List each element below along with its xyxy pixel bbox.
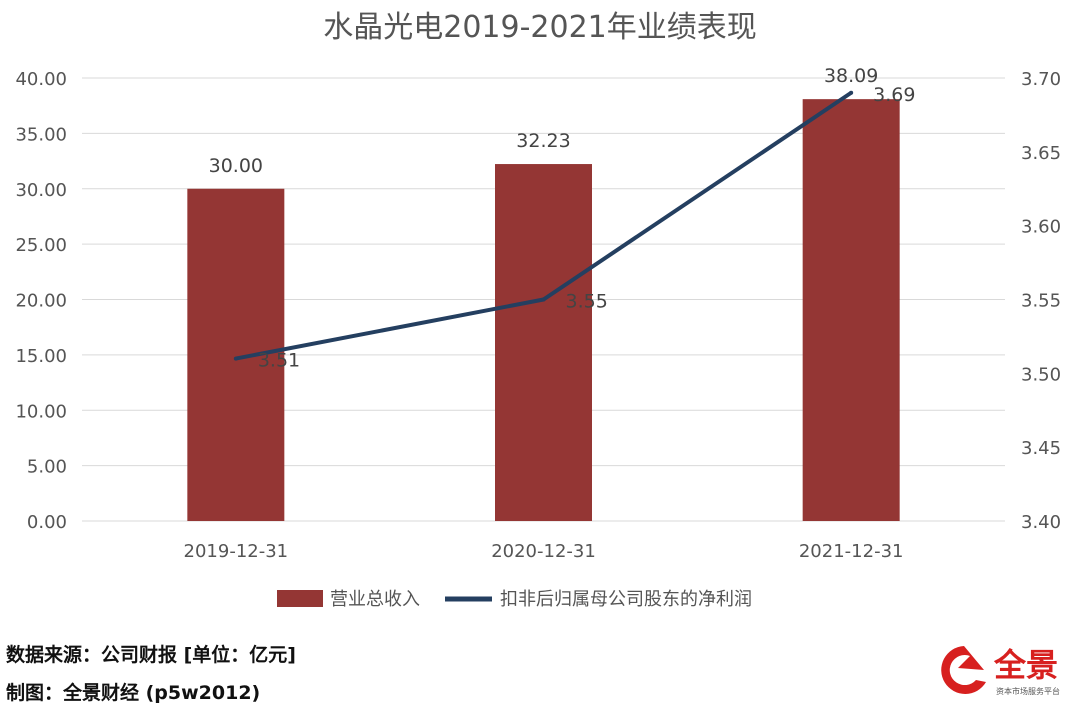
- bar: [187, 188, 285, 521]
- bar-labels: 30.00 32.23 38.09: [209, 65, 879, 177]
- bar: [802, 99, 900, 521]
- chart: 水晶光电2019-2021年业绩表现 0.00 5.00 10.00 15.00 20.…: [15, 10, 1061, 610]
- right-tick-label: 3.70: [1021, 69, 1061, 90]
- line-labels: 3.51 3.55 3.69: [258, 84, 916, 372]
- x-tick-label: 2021-12-31: [799, 541, 904, 562]
- bar-series: [187, 99, 900, 522]
- left-tick-label: 35.00: [15, 124, 67, 145]
- line-series: [233, 90, 854, 361]
- logo-text: 全景: [993, 646, 1058, 684]
- line-point: [233, 356, 238, 361]
- legend: 营业总收入 扣非后归属母公司股东的净利润: [277, 589, 752, 610]
- right-tick-label: 3.40: [1021, 512, 1061, 533]
- x-tick-label: 2019-12-31: [184, 541, 289, 562]
- right-axis: 3.40 3.45 3.50 3.55 3.60 3.65 3.70: [1021, 69, 1061, 533]
- legend-label-profit: 扣非后归属母公司股东的净利润: [500, 589, 752, 610]
- bar-data-label: 30.00: [209, 155, 263, 177]
- right-tick-label: 3.60: [1021, 217, 1061, 238]
- line-data-label: 3.51: [258, 350, 300, 372]
- left-tick-label: 0.00: [27, 512, 67, 533]
- line-point: [541, 297, 546, 302]
- left-tick-label: 25.00: [15, 235, 67, 256]
- line-data-label: 3.55: [566, 291, 608, 313]
- logo-mark: [941, 646, 986, 694]
- logo-subtitle: 资本市场服务平台: [996, 686, 1060, 696]
- left-axis: 0.00 5.00 10.00 15.00 20.00 25.00 30.00 35.00 40…: [15, 69, 67, 533]
- bar: [495, 164, 592, 522]
- x-tick-label: 2020-12-31: [491, 541, 596, 562]
- left-tick-label: 5.00: [27, 457, 67, 478]
- x-axis: 2019-12-31 2020-12-31 2021-12-31: [184, 541, 904, 562]
- left-tick-label: 10.00: [15, 401, 67, 422]
- chart-title: 水晶光电2019-2021年业绩表现: [323, 10, 757, 45]
- right-tick-label: 3.65: [1021, 143, 1061, 164]
- chart-maker-note: 制图：全景财经 (p5w2012): [6, 682, 261, 704]
- right-tick-label: 3.50: [1021, 364, 1061, 385]
- bar-data-label: 38.09: [824, 65, 878, 87]
- right-tick-label: 3.45: [1021, 438, 1061, 459]
- data-source-note: 数据来源：公司财报 [单位：亿元]: [6, 644, 296, 666]
- right-tick-label: 3.55: [1021, 291, 1061, 312]
- left-tick-label: 30.00: [15, 180, 67, 201]
- line-data-label: 3.69: [873, 84, 915, 106]
- legend-swatch-revenue: [277, 590, 323, 607]
- bar-data-label: 32.23: [516, 130, 570, 152]
- left-tick-label: 20.00: [15, 291, 67, 312]
- quanjing-logo: 全景 资本市场服务平台: [941, 646, 1060, 696]
- line-point: [849, 90, 854, 95]
- legend-label-revenue: 营业总收入: [330, 589, 420, 610]
- left-tick-label: 40.00: [15, 69, 67, 90]
- left-tick-label: 15.00: [15, 346, 67, 367]
